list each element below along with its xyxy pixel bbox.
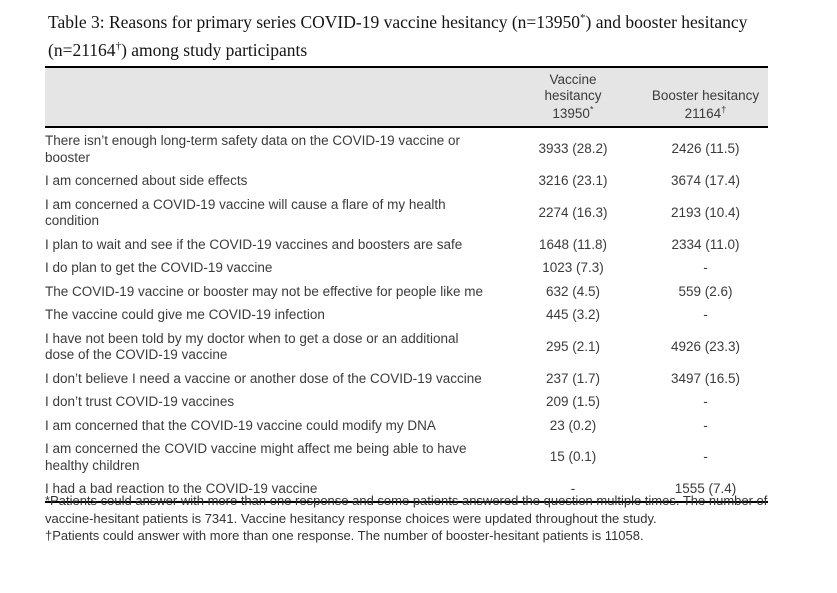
vaccine-count-cell: 3216 (23.1) [538,173,608,188]
table-row: The COVID-19 vaccine or booster may not … [45,280,768,304]
booster-n-value: 21164 [684,106,722,121]
reason-cell: I do plan to get the COVID-19 vaccine [45,260,273,275]
booster-count-cell: 2426 (11.5) [671,141,740,157]
table-row: I have not been told by my doctor when t… [45,327,768,367]
vaccine-label-line2: hesitancy [544,88,602,103]
table-header: Vaccine hesitancy 13950* Booster hesitan… [45,67,768,128]
vaccine-count-cell: 1023 (7.3) [542,260,604,275]
booster-count-cell: - [703,394,708,409]
table-row: I am concerned about side effects 3216 (… [45,170,768,194]
reason-cell: I am concerned the COVID vaccine might a… [45,441,467,473]
reason-cell: There isn’t enough long-term safety data… [45,133,460,165]
vaccine-count-cell: 1648 (11.8) [538,236,608,252]
vaccine-hesitancy-column-header: Vaccine hesitancy 13950* [503,67,643,128]
vaccine-count-cell: 2274 (16.3) [538,204,608,220]
table-row: I don’t believe I need a vaccine or anot… [45,367,768,391]
vaccine-count-cell: 3933 (28.2) [538,141,608,157]
vaccine-count-cell: 23 (0.2) [549,417,597,433]
booster-count-cell: 2334 (11.0) [671,236,740,252]
table-row: I am concerned the COVID vaccine might a… [45,438,768,478]
booster-count-cell: - [703,307,708,322]
vaccine-hesitancy-n: 13950* [505,104,641,123]
vaccine-n-superscript: * [589,104,594,116]
vaccine-count-cell: 209 (1.5) [545,394,601,409]
footnote-dagger: †Patients could answer with more than on… [45,528,644,543]
footnote-asterisk: *Patients could answer with more than on… [45,493,768,526]
booster-count-cell: 4926 (23.3) [670,338,741,354]
booster-count-cell: - [703,449,708,465]
reason-cell: The vaccine could give me COVID-19 infec… [45,307,325,322]
booster-count-cell: 3497 (16.5) [670,370,741,386]
caption-superscript-asterisk: * [580,12,586,25]
reason-cell: I have not been told by my doctor when t… [45,330,459,363]
vaccine-count-cell: 15 (0.1) [549,449,597,465]
vaccine-count-cell: 237 (1.7) [545,370,601,386]
reason-cell: I am concerned that the COVID-19 vaccine… [45,417,436,433]
table-row: I don’t trust COVID-19 vaccines 209 (1.5… [45,391,768,415]
booster-count-cell: 1555 (7.4) [674,481,737,496]
reason-column-header [45,67,503,128]
table-caption: Table 3: Reasons for primary series COVI… [48,8,823,64]
booster-count-cell: - [703,260,708,275]
booster-n-superscript: † [721,104,727,116]
booster-hesitancy-column-header: Booster hesitancy 21164† [643,67,768,128]
booster-count-cell: - [703,417,708,433]
vaccine-count-cell: - [570,481,576,496]
reason-cell: I plan to wait and see if the COVID-19 v… [45,236,463,252]
vaccine-hesitancy-label: Vaccine hesitancy [505,72,641,104]
table-row: I plan to wait and see if the COVID-19 v… [45,233,768,257]
vaccine-n-value: 13950 [552,106,590,121]
vaccine-count-cell: 295 (2.1) [545,338,601,354]
reason-cell: I had a bad reaction to the COVID-19 vac… [45,481,318,496]
table-row: I am concerned a COVID-19 vaccine will c… [45,193,768,233]
booster-count-cell: 3674 (17.4) [670,173,741,188]
vaccine-count-cell: 632 (4.5) [545,283,601,299]
reason-cell: I don’t trust COVID-19 vaccines [45,394,235,409]
table-row: The vaccine could give me COVID-19 infec… [45,304,768,328]
table-row: There isn’t enough long-term safety data… [45,127,768,170]
caption-superscript-dagger: † [115,40,122,53]
booster-count-cell: 2193 (10.4) [670,204,741,220]
header-row: Vaccine hesitancy 13950* Booster hesitan… [45,67,768,128]
vaccine-count-cell: 445 (3.2) [545,307,601,322]
reason-cell: I am concerned about side effects [45,173,248,188]
hesitancy-reasons-table: Vaccine hesitancy 13950* Booster hesitan… [45,66,768,503]
caption-text-1: Table 3: Reasons for primary series COVI… [48,12,581,32]
table-body: There isn’t enough long-term safety data… [45,127,768,502]
booster-hesitancy-n: 21164† [645,104,766,123]
booster-hesitancy-label: Booster hesitancy [645,88,766,104]
reason-cell: The COVID-19 vaccine or booster may not … [45,283,483,299]
reason-cell: I am concerned a COVID-19 vaccine will c… [45,196,446,229]
booster-count-cell: 559 (2.6) [678,283,733,299]
vaccine-label-line1: Vaccine [549,72,597,87]
booster-label-line: Booster hesitancy [651,88,760,103]
caption-text-3: ) among study participants [121,40,308,60]
table-footnotes: *Patients could answer with more than on… [45,492,813,545]
table-row: I am concerned that the COVID-19 vaccine… [45,414,768,438]
table-row: I do plan to get the COVID-19 vaccine 10… [45,257,768,281]
reason-cell: I don’t believe I need a vaccine or anot… [45,370,482,386]
table-row: I had a bad reaction to the COVID-19 vac… [45,478,768,503]
caption-text-2: ) and booster hesitancy (n=21164 [48,12,748,60]
